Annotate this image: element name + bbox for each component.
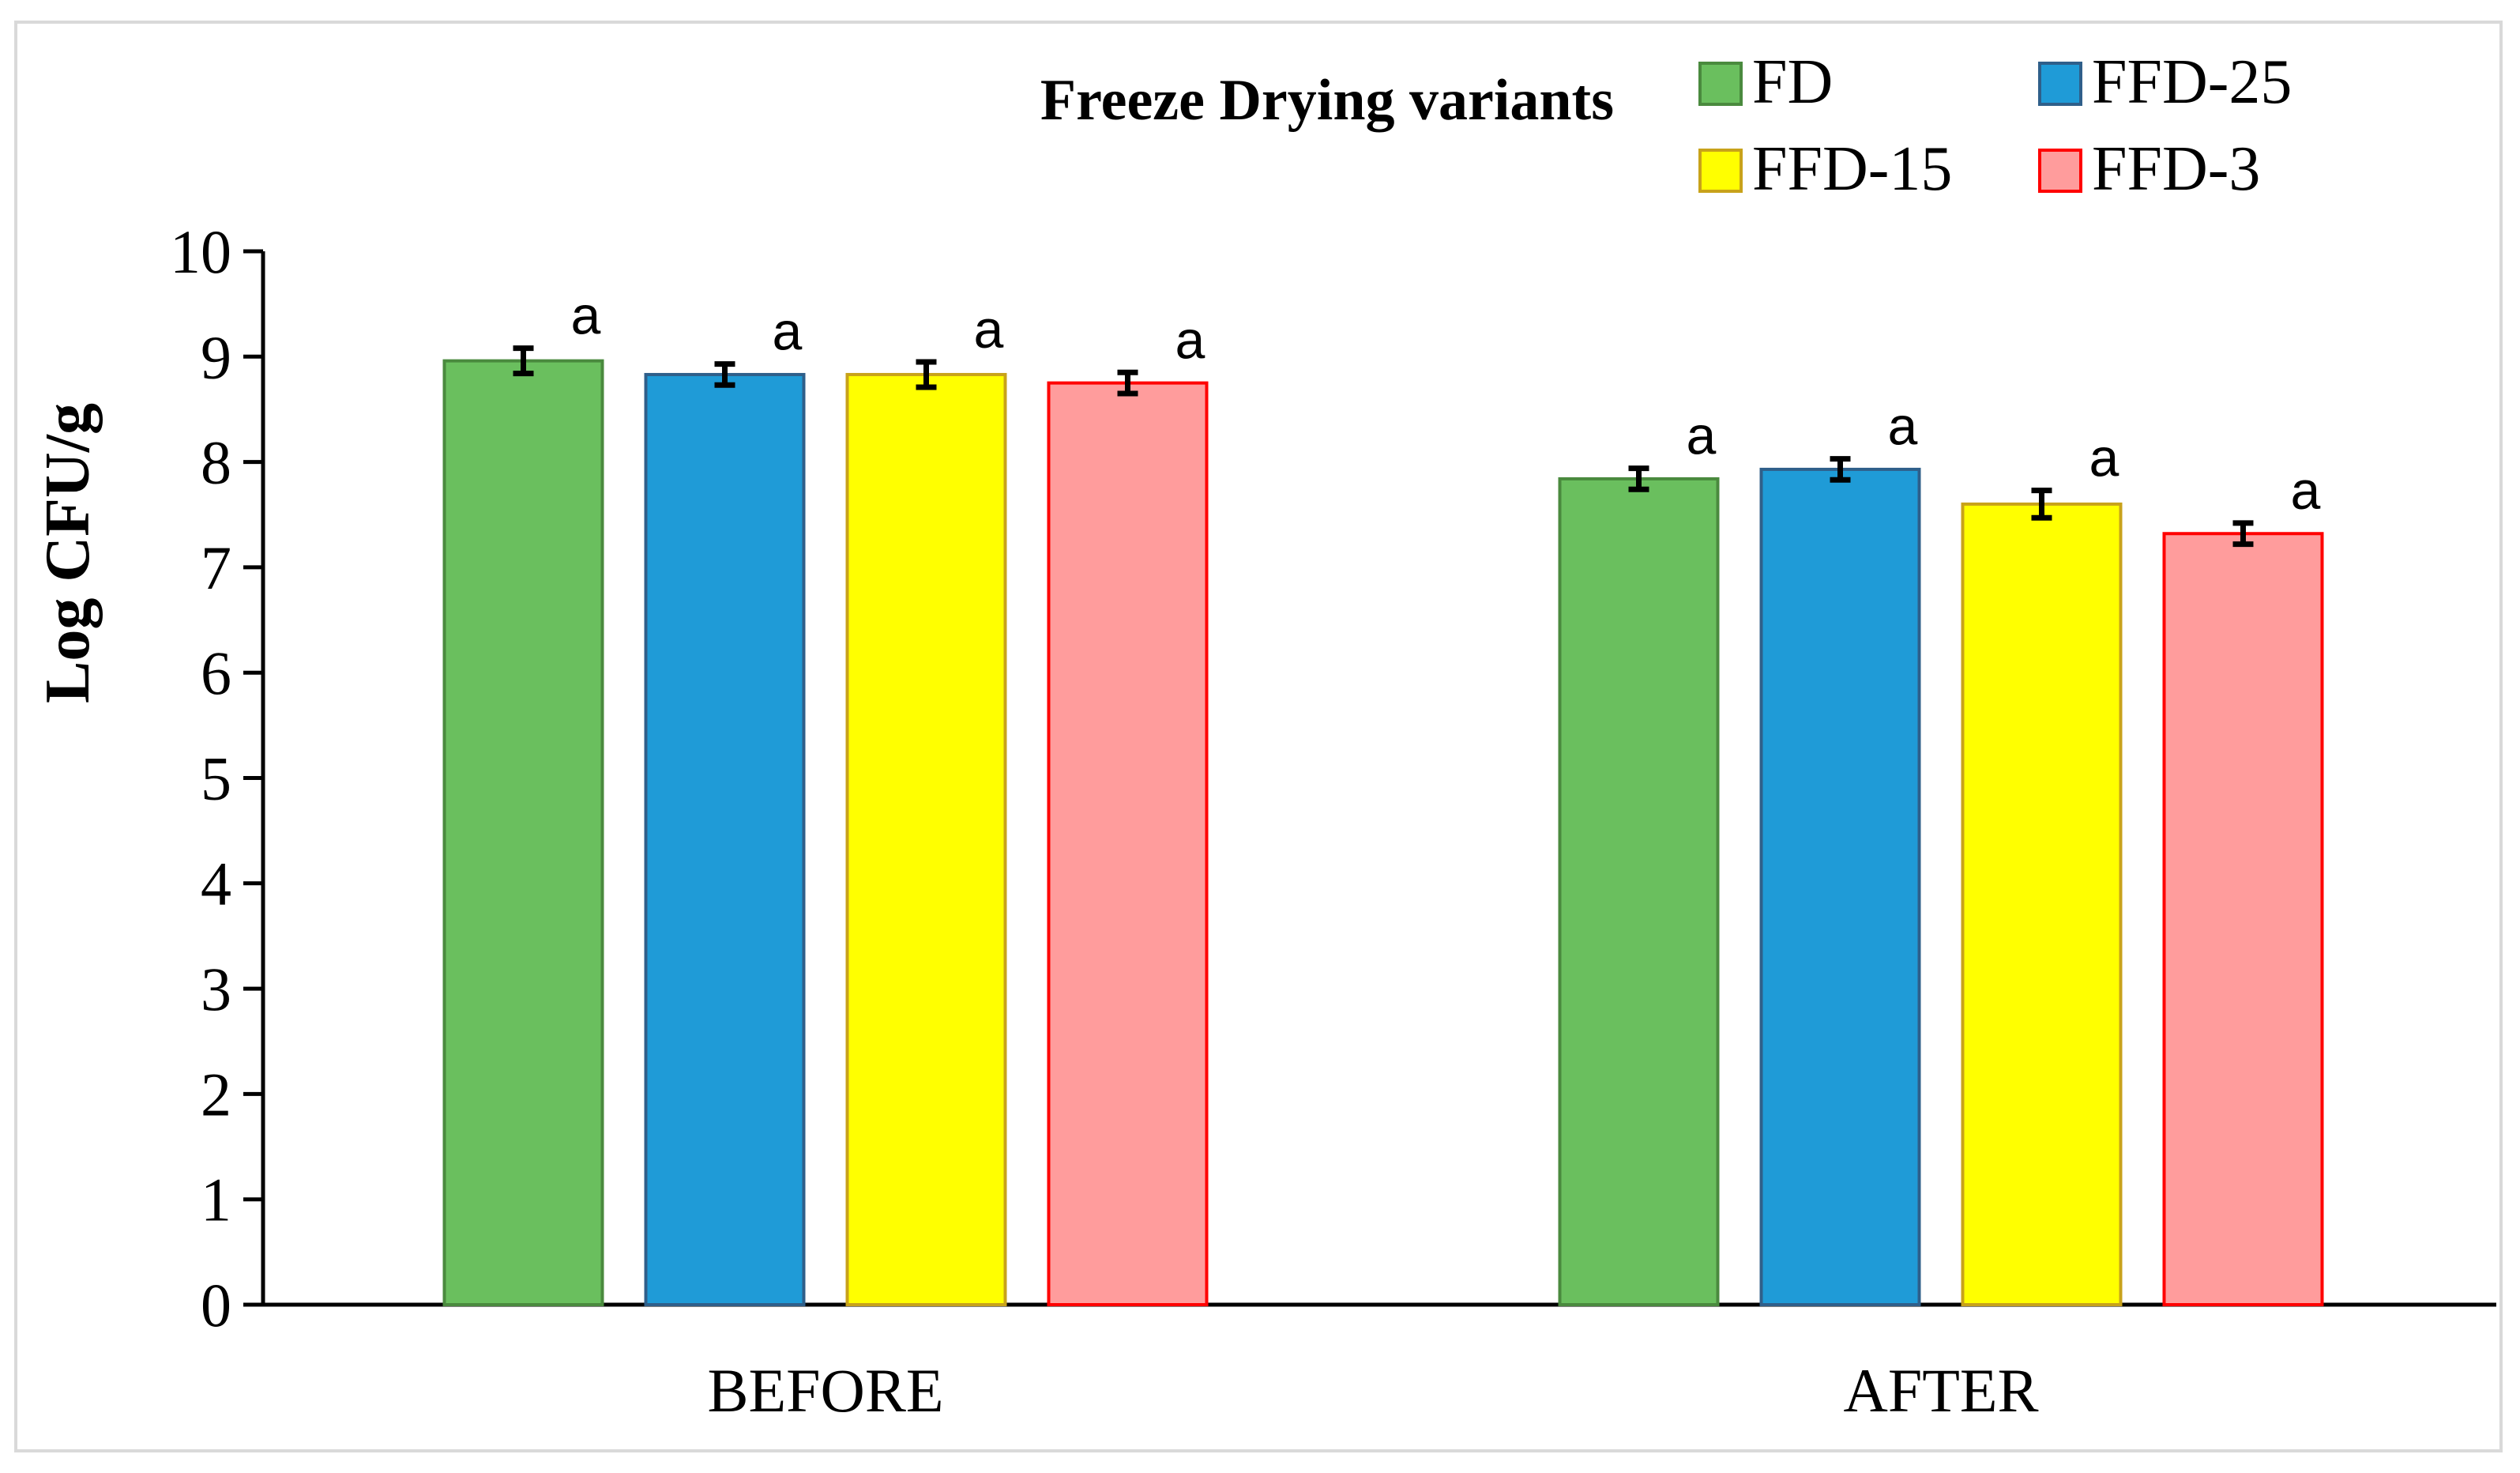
significance-label: a — [2291, 461, 2321, 521]
error-bar — [1830, 456, 1851, 483]
significance-label: a — [1687, 406, 1717, 466]
significance-label: a — [1175, 310, 1205, 370]
x-tick-label: AFTER — [1843, 1356, 2038, 1425]
x-ticks: BEFORE AFTER — [707, 1356, 2038, 1425]
bar-ffd-3-after — [2162, 532, 2324, 1306]
error-bar — [1628, 465, 1649, 492]
legend-label-ffd-15: FFD-15 — [1752, 134, 1952, 204]
y-tick-label: 0 — [201, 1271, 231, 1339]
y-tick-label: 4 — [201, 850, 231, 918]
bar-ffd-3-before — [1047, 381, 1209, 1306]
significance-label: a — [974, 299, 1004, 360]
y-tick-label: 6 — [201, 639, 231, 707]
legend-title: Freeze Drying variants — [1040, 68, 1614, 133]
significance-label: a — [571, 286, 601, 346]
y-axis-label: Log CFU/g — [33, 403, 103, 703]
y-tick-label: 5 — [201, 744, 231, 813]
bar-fd-after — [1558, 477, 1720, 1306]
bar-ffd-25-after — [1759, 467, 1921, 1306]
bar-fd-before — [442, 359, 604, 1307]
y-tick-label: 3 — [201, 955, 231, 1023]
y-tick-label: 7 — [201, 533, 231, 602]
error-bar — [513, 345, 534, 377]
x-tick-label: BEFORE — [707, 1356, 943, 1425]
error-bar — [1117, 369, 1138, 397]
significance-label: a — [773, 302, 803, 362]
bars: a a a a a a a a — [442, 286, 2324, 1307]
y-tick-label: 10 — [170, 217, 231, 286]
y-tick-label: 8 — [201, 428, 231, 497]
legend-swatch-ffd-15 — [1698, 149, 1743, 193]
significance-label: a — [1888, 397, 1918, 457]
error-bar — [2232, 520, 2254, 548]
significance-label: a — [2089, 428, 2119, 488]
error-bar — [916, 359, 937, 390]
error-bar — [714, 361, 735, 388]
legend-label-ffd-3: FFD-3 — [2092, 134, 2260, 204]
legend-label-fd: FD — [1752, 47, 1833, 117]
legend-swatch-ffd-3 — [2038, 149, 2082, 193]
y-tick-label: 9 — [201, 322, 231, 391]
legend-swatch-fd — [1698, 62, 1743, 106]
bar-ffd-15-after — [1961, 502, 2123, 1306]
legend-label-ffd-25: FFD-25 — [2092, 47, 2292, 117]
y-tick-label: 1 — [201, 1166, 231, 1234]
y-tick-label: 2 — [201, 1060, 231, 1128]
y-ticks: 0 1 2 3 4 5 6 7 8 9 10 — [170, 217, 263, 1339]
bar-ffd-25-before — [644, 372, 806, 1306]
bar-ffd-15-before — [845, 372, 1007, 1306]
legend: Freeze Drying variants FD FFD-25 FFD-15 FFD… — [1040, 47, 2292, 204]
legend-swatch-ffd-25 — [2038, 62, 2082, 106]
error-bar — [2031, 488, 2052, 521]
